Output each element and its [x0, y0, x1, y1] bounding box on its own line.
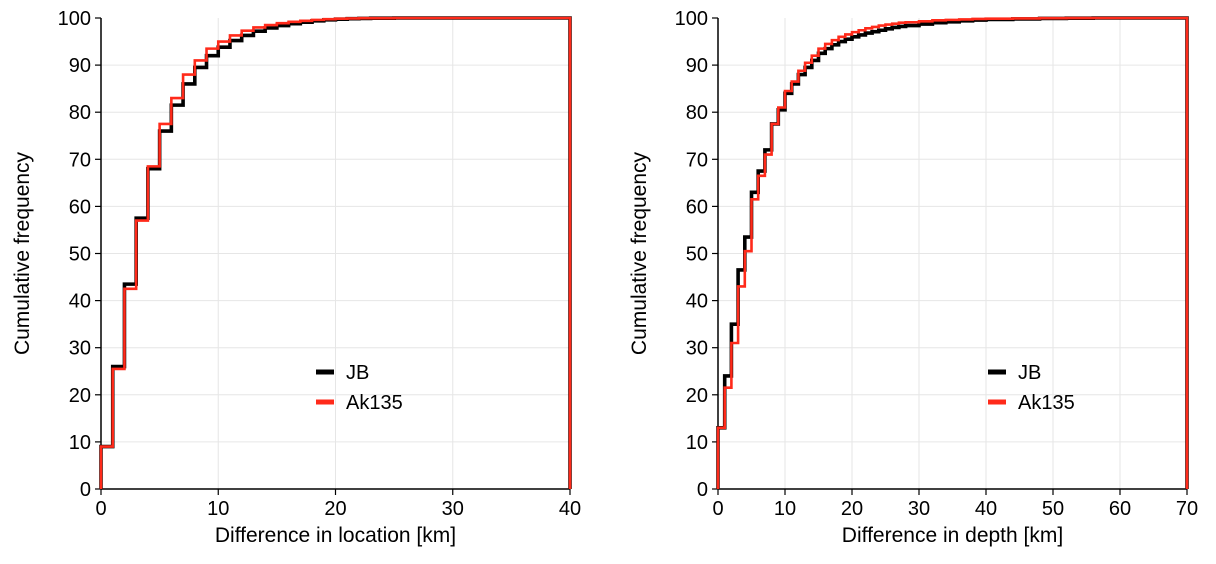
legend-label-ak135: Ak135 — [346, 392, 403, 414]
y-tick-label: 10 — [69, 432, 91, 454]
legend-label-ak135: Ak135 — [1018, 392, 1075, 414]
y-axis-title: Cumulative frequency — [628, 151, 651, 355]
y-tick-label: 30 — [69, 338, 91, 360]
x-tick-label: 40 — [975, 498, 997, 520]
y-tick-label: 40 — [69, 291, 91, 313]
y-tick-label: 60 — [69, 196, 91, 218]
series-line-jb — [716, 16, 1189, 489]
y-tick-label: 100 — [58, 8, 91, 30]
y-tick-label: 90 — [686, 55, 708, 77]
depth-chart: 0 10 20 30 40 50 60 70 0 10 20 30 40 50 60 70 80 90 100 Dif… — [628, 8, 1198, 547]
y-tick-label: 10 — [686, 432, 708, 454]
y-tick-label: 20 — [686, 385, 708, 407]
y-tick-label: 100 — [675, 8, 708, 30]
x-axis-title: Difference in depth [km] — [842, 524, 1063, 547]
series-line-ak135 — [716, 16, 1189, 489]
y-tick-label: 80 — [69, 102, 91, 124]
x-tick-label: 0 — [712, 498, 723, 520]
x-tick-label: 50 — [1042, 498, 1064, 520]
y-tick-label: 70 — [686, 149, 708, 171]
y-tick-label: 20 — [69, 385, 91, 407]
x-tick-label: 0 — [95, 498, 106, 520]
x-tick-label: 30 — [442, 498, 464, 520]
y-tick-label: 80 — [686, 102, 708, 124]
y-tick-label: 70 — [69, 149, 91, 171]
legend-label-jb: JB — [346, 362, 369, 384]
y-tick-label: 40 — [686, 291, 708, 313]
y-tick-label: 50 — [69, 244, 91, 266]
y-tick-label: 90 — [69, 55, 91, 77]
x-tick-label: 70 — [1176, 498, 1198, 520]
x-tick-label: 20 — [841, 498, 863, 520]
y-tick-label: 30 — [686, 338, 708, 360]
series-line-ak135 — [99, 16, 572, 489]
x-tick-label: 30 — [908, 498, 930, 520]
location-chart: 0 10 20 30 40 0 10 20 30 40 50 60 70 80 90 100 Differenc… — [11, 8, 581, 547]
y-axis-title: Cumulative frequency — [11, 151, 34, 355]
x-axis-title: Difference in location [km] — [215, 524, 456, 547]
legend-label-jb: JB — [1018, 362, 1041, 384]
y-tick-label: 50 — [686, 244, 708, 266]
y-tick-label: 0 — [80, 479, 91, 501]
x-tick-label: 60 — [1109, 498, 1131, 520]
y-tick-label: 0 — [697, 479, 708, 501]
x-tick-label: 20 — [324, 498, 346, 520]
y-tick-label: 60 — [686, 196, 708, 218]
x-tick-label: 10 — [774, 498, 796, 520]
x-tick-label: 10 — [207, 498, 229, 520]
x-tick-label: 40 — [559, 498, 581, 520]
